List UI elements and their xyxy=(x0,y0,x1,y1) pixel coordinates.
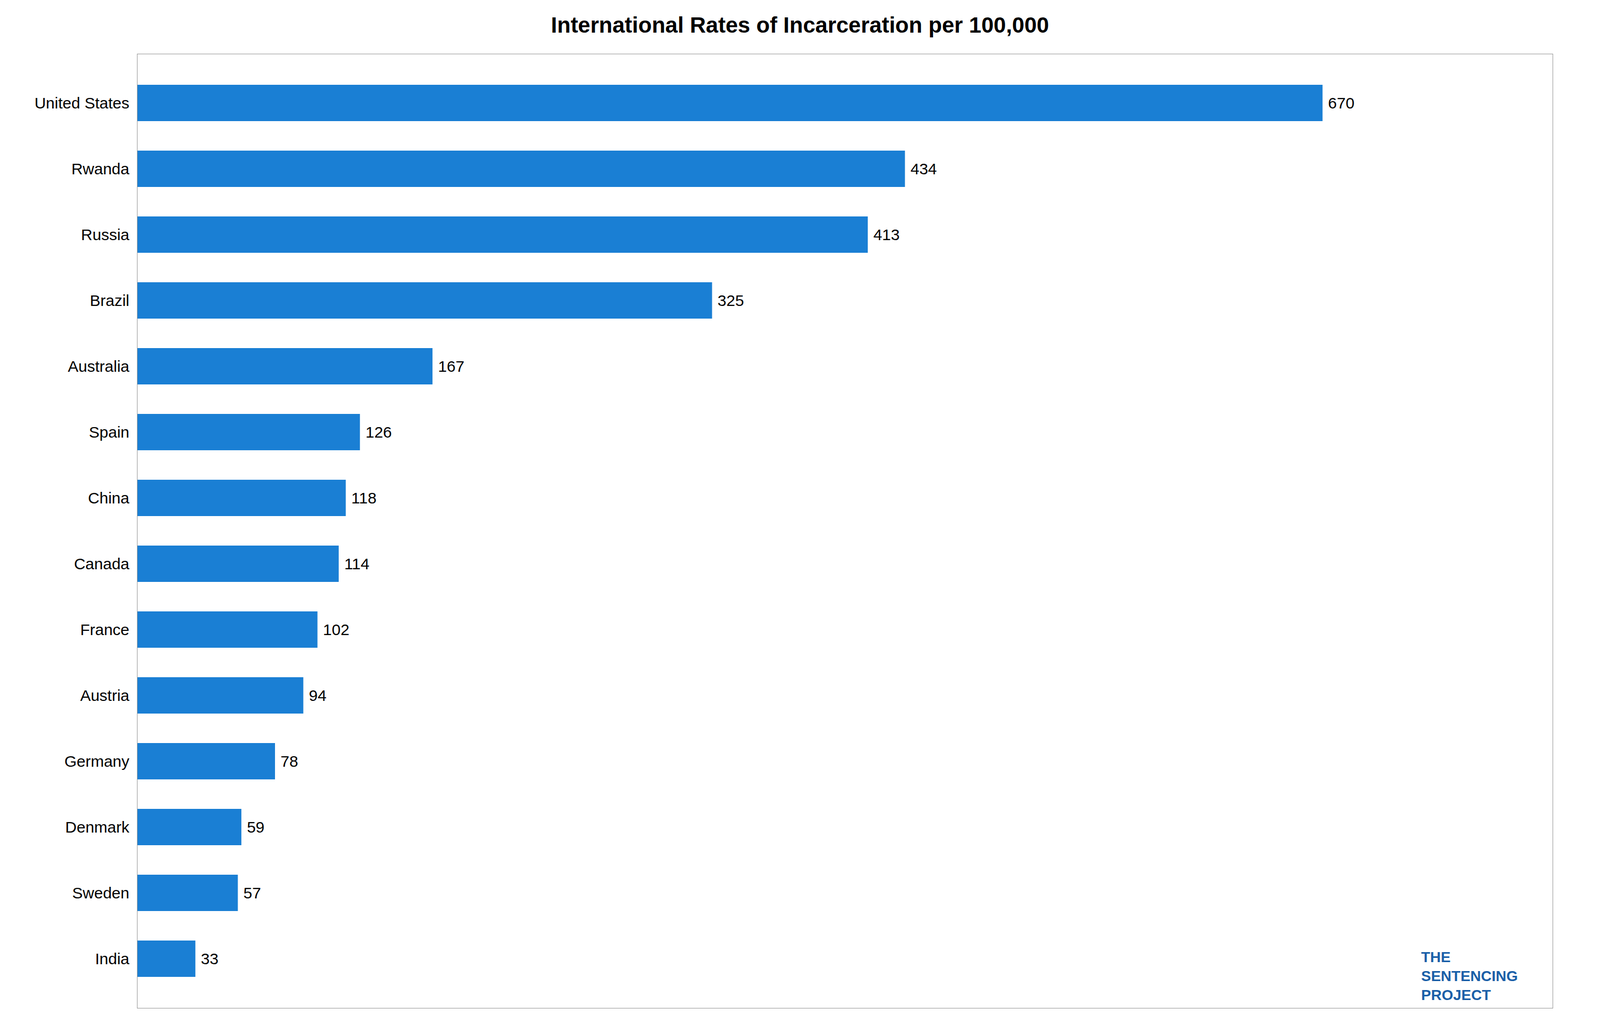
svg-text:Canada: Canada xyxy=(73,555,130,573)
svg-text:118: 118 xyxy=(351,489,377,507)
svg-text:94: 94 xyxy=(308,686,327,705)
svg-text:Brazil: Brazil xyxy=(89,291,130,310)
svg-text:59: 59 xyxy=(247,818,265,837)
svg-text:India: India xyxy=(94,950,130,968)
svg-text:France: France xyxy=(80,621,130,639)
svg-text:United States: United States xyxy=(34,94,130,112)
svg-text:167: 167 xyxy=(437,357,465,376)
svg-text:325: 325 xyxy=(717,291,744,310)
svg-text:China: China xyxy=(87,489,130,507)
svg-text:434: 434 xyxy=(910,160,937,178)
svg-text:413: 413 xyxy=(873,226,900,244)
svg-text:THE: THE xyxy=(1421,949,1451,966)
svg-text:Sweden: Sweden xyxy=(72,884,130,902)
svg-text:78: 78 xyxy=(280,752,298,771)
svg-text:Germany: Germany xyxy=(64,752,130,771)
svg-text:57: 57 xyxy=(243,884,261,902)
svg-text:PROJECT: PROJECT xyxy=(1421,987,1491,1004)
svg-text:114: 114 xyxy=(344,555,370,573)
svg-text:Austria: Austria xyxy=(80,686,130,705)
html-text:International Rates of Incarce: International Rates of Incarceration per… xyxy=(550,12,1050,38)
svg-text:670: 670 xyxy=(1328,94,1355,112)
svg-text:Russia: Russia xyxy=(81,226,130,244)
svg-text:Australia: Australia xyxy=(67,357,130,376)
svg-text:Rwanda: Rwanda xyxy=(71,160,130,178)
svg-text:Denmark: Denmark xyxy=(65,818,131,837)
svg-text:33: 33 xyxy=(200,950,219,968)
svg-text:Spain: Spain xyxy=(89,423,130,441)
svg-text:SENTENCING: SENTENCING xyxy=(1421,968,1519,985)
svg-text:126: 126 xyxy=(365,423,392,441)
svg-text:102: 102 xyxy=(322,621,350,639)
